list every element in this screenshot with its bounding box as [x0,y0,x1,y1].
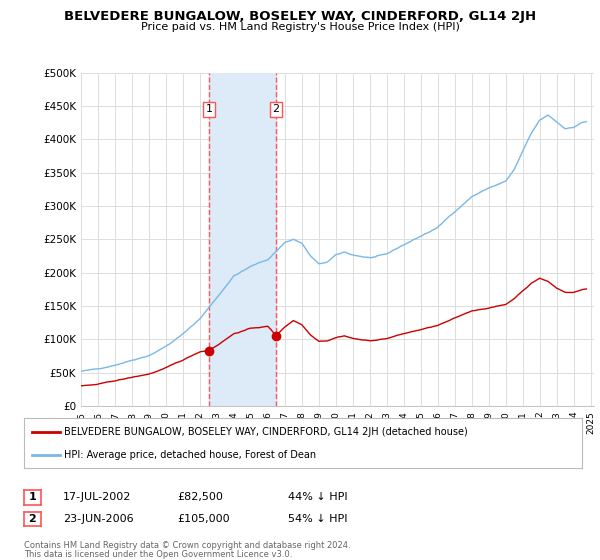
Text: 2: 2 [29,514,36,524]
Text: 1: 1 [29,492,36,502]
Text: BELVEDERE BUNGALOW, BOSELEY WAY, CINDERFORD, GL14 2JH: BELVEDERE BUNGALOW, BOSELEY WAY, CINDERF… [64,10,536,23]
Text: 2: 2 [272,105,280,114]
Text: Price paid vs. HM Land Registry's House Price Index (HPI): Price paid vs. HM Land Registry's House … [140,22,460,32]
Text: 44% ↓ HPI: 44% ↓ HPI [288,492,347,502]
Text: Contains HM Land Registry data © Crown copyright and database right 2024.: Contains HM Land Registry data © Crown c… [24,542,350,550]
Text: BELVEDERE BUNGALOW, BOSELEY WAY, CINDERFORD, GL14 2JH (detached house): BELVEDERE BUNGALOW, BOSELEY WAY, CINDERF… [64,427,468,437]
Text: 17-JUL-2002: 17-JUL-2002 [63,492,131,502]
Text: £82,500: £82,500 [177,492,223,502]
Text: 23-JUN-2006: 23-JUN-2006 [63,514,134,524]
Text: 1: 1 [206,105,212,114]
Text: HPI: Average price, detached house, Forest of Dean: HPI: Average price, detached house, Fore… [64,450,316,460]
Bar [209,73,276,406]
Text: £105,000: £105,000 [177,514,230,524]
Text: This data is licensed under the Open Government Licence v3.0.: This data is licensed under the Open Gov… [24,550,292,559]
Text: 54% ↓ HPI: 54% ↓ HPI [288,514,347,524]
